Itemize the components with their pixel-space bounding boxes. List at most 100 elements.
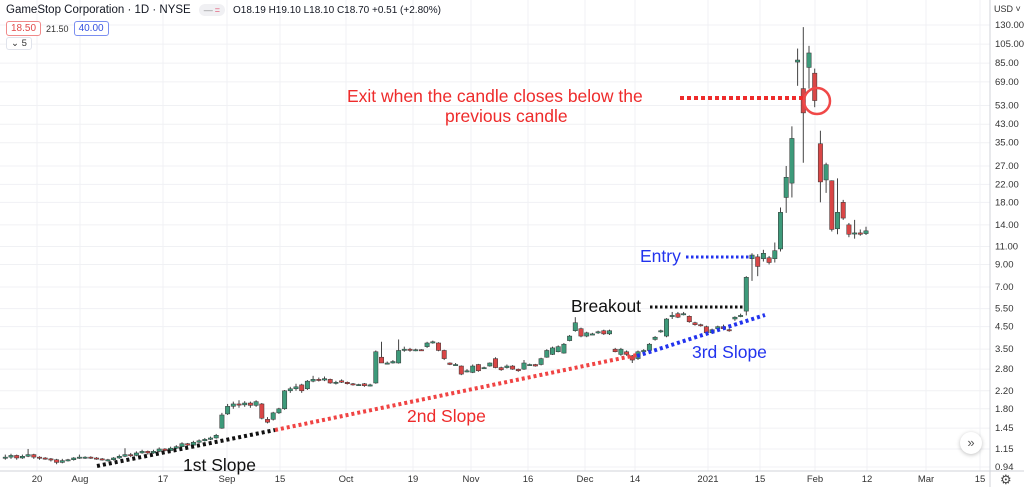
candle-body [225, 406, 231, 415]
candle-up [595, 330, 601, 334]
candle-down [94, 457, 99, 460]
candle-body [572, 322, 578, 331]
candle-body [732, 316, 738, 320]
exit-circle [802, 86, 832, 116]
exit-annotation-line2: previous candle [445, 106, 568, 126]
candle-down [247, 401, 253, 408]
candle-body [94, 457, 99, 460]
candle-body [156, 448, 162, 452]
candle-body [71, 457, 77, 460]
y-tick-label: 0.94 [995, 462, 1014, 473]
candle-body [686, 316, 692, 323]
candle-body [612, 348, 618, 353]
candle-up [652, 336, 658, 341]
candle-body [595, 331, 601, 334]
chevron-down-icon: ˅ [1015, 4, 1021, 14]
candle-up [116, 454, 122, 459]
candle-up [384, 361, 390, 365]
candle-up [156, 447, 162, 453]
candle-body [487, 362, 493, 367]
candle-body [356, 384, 362, 386]
price-axis[interactable]: 130.00 105.00 85.00 69.00 53.00 43.00 35.00 27.… [995, 20, 1024, 473]
candle-body [692, 322, 698, 325]
candle-up [8, 453, 14, 459]
candle-body [738, 315, 744, 317]
symbol-title[interactable]: GameStop Corporation · 1D · NYSE [6, 4, 191, 16]
candle-up [225, 403, 231, 415]
candle-down [48, 457, 54, 462]
candle-up [168, 446, 174, 452]
x-tick-label: Oct [339, 474, 354, 485]
y-tick-label: 105.00 [995, 39, 1024, 50]
candle-up [424, 341, 430, 348]
candle-down [515, 368, 521, 372]
candle-down [350, 382, 356, 386]
candle-body [504, 365, 510, 368]
candle-up [71, 457, 77, 461]
candle-body [493, 358, 498, 368]
currency-label: USD [994, 4, 1014, 14]
buy-button[interactable]: 40.00 [73, 21, 109, 36]
candle-body [253, 401, 259, 406]
candle-up [213, 433, 219, 439]
indicators-toggle[interactable]: ⌄ 5 [6, 37, 32, 50]
candle-body [669, 315, 675, 317]
candle-down [447, 362, 453, 366]
candle-body [510, 365, 516, 370]
candle-body [618, 348, 624, 355]
y-tick-label: 22.00 [995, 179, 1019, 190]
candle-body [413, 349, 419, 352]
candle-body [185, 443, 191, 446]
candle-up [607, 329, 612, 335]
candle-body [772, 250, 778, 259]
candle-up [430, 340, 436, 344]
candle-up [139, 449, 145, 454]
candle-body [8, 455, 14, 458]
candle-up [19, 454, 25, 459]
candle-body [658, 330, 664, 333]
candle-body [310, 379, 316, 382]
scroll-to-realtime-button[interactable]: » [960, 432, 982, 454]
candle-up [863, 226, 869, 236]
candle-down [686, 315, 692, 323]
candle-body [675, 313, 681, 318]
candle-down [458, 365, 464, 376]
candle-up [2, 454, 8, 460]
currency-selector[interactable]: USD ˅ [994, 4, 1021, 14]
candle-body [567, 335, 573, 341]
candle-body [857, 232, 863, 235]
candle-down [698, 323, 704, 327]
candle-up [584, 331, 590, 338]
candle-up [567, 334, 573, 342]
slope3-line [636, 313, 766, 358]
x-tick-label: Dec [577, 474, 594, 485]
candle-up [59, 458, 65, 464]
candle-body [584, 332, 590, 337]
gear-icon[interactable]: ⚙ [1000, 472, 1012, 487]
candle-body [646, 343, 652, 351]
time-axis[interactable]: 20 Aug 17 Sep 15 Oct 19 Nov 16 Dec 14 2021 15 Feb 12 Ma… [32, 474, 986, 485]
candle-body [743, 277, 749, 312]
candle-body [213, 435, 219, 439]
y-tick-label: 130.00 [995, 20, 1024, 31]
candle-body [236, 403, 242, 406]
y-tick-label: 9.00 [995, 259, 1014, 270]
candle-up [852, 219, 858, 239]
candle-body [162, 448, 168, 451]
candle-body [116, 456, 122, 459]
y-tick-label: 53.00 [995, 100, 1019, 111]
sell-button[interactable]: 18.50 [6, 21, 42, 36]
slope3-annotation: 3rd Slope [692, 342, 767, 362]
candle-body [379, 356, 384, 364]
candle-body [65, 459, 71, 462]
candle-up [65, 458, 71, 462]
candle-body [145, 451, 151, 454]
chevron-down-icon: ⌄ [11, 38, 22, 49]
candle-body [208, 437, 213, 440]
slope1-line [96, 428, 276, 468]
x-tick-label: Mar [918, 474, 934, 485]
candle-up [293, 383, 299, 391]
candle-body [99, 458, 105, 461]
candle-down [162, 448, 168, 452]
